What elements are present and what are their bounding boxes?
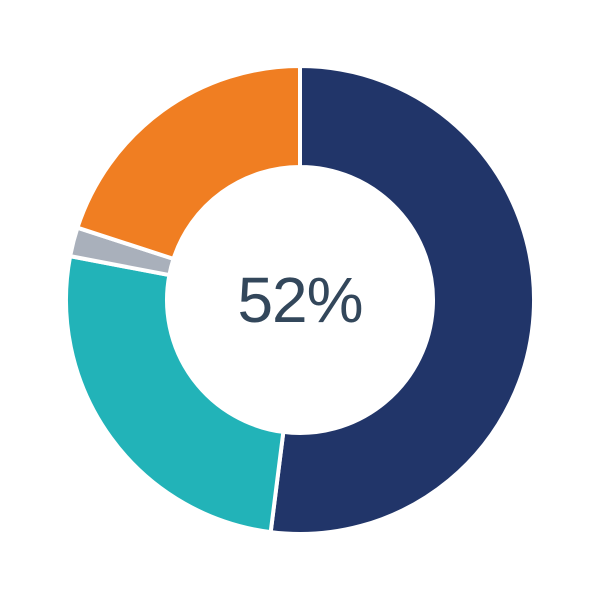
donut-slice-orange xyxy=(74,63,302,262)
donut-slice-navy xyxy=(268,63,537,536)
donut-slice-teal xyxy=(64,253,286,535)
